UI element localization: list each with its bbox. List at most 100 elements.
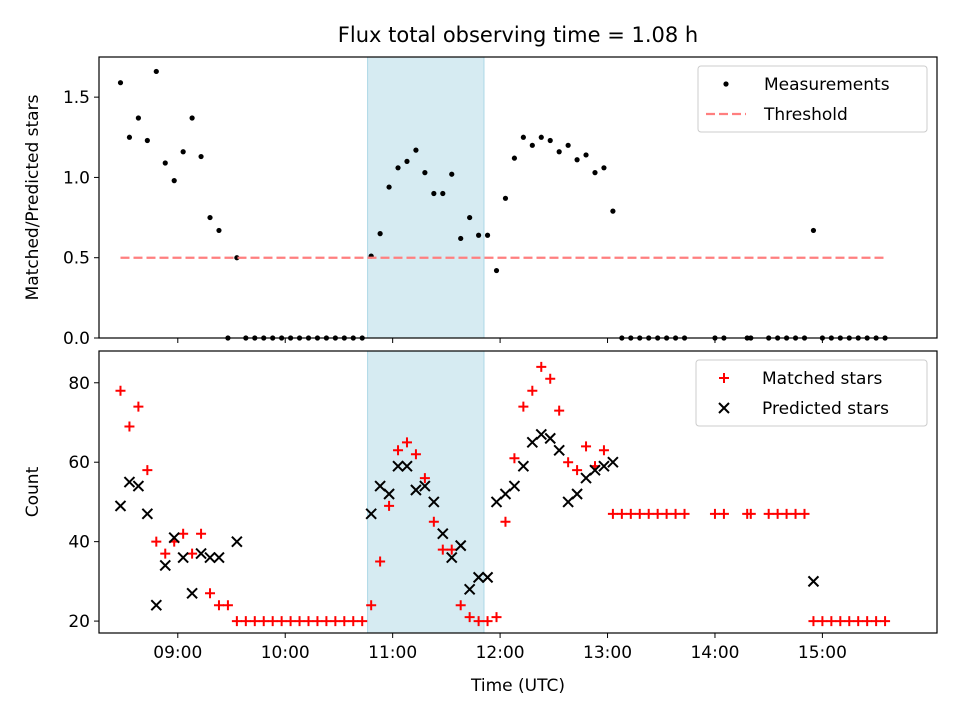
ratio-axes-frame [98, 56, 938, 339]
predicted-star-point [807, 575, 820, 588]
matched-star-point [330, 616, 341, 627]
measurement-point [234, 255, 240, 261]
predicted-star-point [508, 480, 521, 492]
predicted-star-point [589, 464, 601, 476]
predicted-star-point [410, 484, 422, 496]
predicted-star-point [446, 551, 458, 564]
matched-star-point [563, 457, 574, 468]
x-axis-label: Time (UTC) [470, 676, 565, 696]
matched-star-point [679, 508, 690, 519]
measurement-point [216, 227, 222, 234]
matched-star-point [473, 616, 484, 627]
measurement-point [493, 267, 500, 274]
matched-star-point [500, 516, 511, 527]
matched-star-point [545, 373, 556, 384]
predicted-star-point [580, 472, 592, 484]
predicted-star-point [383, 488, 395, 500]
legend-box [697, 65, 928, 133]
measurement-point [153, 68, 159, 75]
predicted-star-point [374, 480, 386, 492]
measurement-point [556, 149, 562, 155]
measurement-point [583, 152, 589, 158]
measurement-point [171, 178, 177, 184]
x-tick-label: 12:00 [476, 643, 525, 663]
predicted-star-point [123, 476, 136, 488]
y-tick-label: 0.5 [63, 249, 90, 269]
predicted-star-point [177, 551, 189, 564]
matched-star-point [790, 508, 801, 519]
legend-entry-label: Threshold [763, 105, 848, 125]
matched-star-point [607, 508, 618, 519]
matched-star-point [536, 361, 547, 372]
measurement-point [207, 214, 213, 221]
matched-star-point [446, 544, 457, 555]
matched-star-point [366, 600, 377, 611]
measurement-point [117, 80, 124, 86]
predicted-star-point [553, 444, 565, 457]
matched-star-point [572, 465, 583, 476]
predicted-star-point [213, 551, 225, 564]
matched-star-point [455, 600, 466, 611]
measurement-point [810, 227, 817, 234]
matched-star-point [428, 516, 439, 527]
count-panel: 20 40 60 80 09:00 10:00 11:00 12:00 13:00 14:00 1… [23, 350, 938, 696]
count-legend: Matched stars Predicted stars [695, 359, 928, 427]
matched-star-point [482, 616, 493, 627]
predicted-star-point [419, 480, 431, 492]
matched-star-point [862, 616, 873, 627]
predicted-star-point [204, 551, 216, 564]
count-y-ticks: 20 40 60 80 [68, 374, 99, 632]
legend-x-marker [718, 402, 730, 414]
predicted-star-point [231, 535, 243, 548]
predicted-star-point [598, 460, 610, 472]
matched-star-point [718, 508, 729, 519]
measurement-point [431, 190, 437, 197]
predicted-star-point [195, 547, 207, 560]
matched-star-point [826, 616, 837, 627]
matched-star-point [303, 616, 314, 627]
matched-star-point [598, 445, 609, 456]
matched-star-point [419, 473, 430, 484]
measurement-point [126, 134, 133, 140]
measurement-point [592, 170, 598, 176]
matched-star-point [348, 616, 359, 627]
observing-window-shade [367, 56, 485, 339]
measurement-point [520, 134, 526, 140]
predicted-star-point [526, 436, 539, 449]
measurement-point [484, 232, 491, 238]
measurement-point [476, 232, 482, 238]
matched-star-point [817, 616, 828, 627]
predicted-star-point [141, 508, 154, 520]
matched-star-point [670, 508, 681, 519]
matched-star-point [799, 508, 810, 519]
predicted-star-point [463, 583, 476, 596]
matched-star-point [258, 616, 269, 627]
predicted-star-point [168, 531, 180, 544]
matched-star-point [276, 616, 287, 627]
ratio-y-axis-label: Matched/Predicted stars [23, 94, 43, 300]
predicted-star-point [535, 428, 547, 441]
predicted-star-point [428, 496, 440, 508]
x-tick-label: 11:00 [368, 643, 417, 663]
matched-star-point [231, 616, 242, 627]
y-tick-label: 80 [68, 374, 90, 394]
matched-star-point [357, 616, 368, 627]
count-y-axis-label: Count [23, 466, 43, 517]
y-tick-label: 0.0 [63, 329, 90, 349]
predicted-star-point [517, 460, 530, 472]
predicted-star-point [607, 456, 619, 468]
legend-box [695, 359, 928, 427]
matched-star-point [616, 508, 627, 519]
matched-star-point [240, 616, 251, 627]
predicted-star-point [454, 539, 467, 552]
measurement-point [467, 214, 473, 221]
measurement-point [189, 115, 195, 121]
measurement-point [144, 137, 150, 144]
matched-star-point [285, 616, 296, 627]
measurement-point [422, 170, 428, 176]
measurement-point [601, 165, 607, 171]
measurement-point [404, 158, 410, 164]
matched-star-point [249, 616, 260, 627]
predicted-star-point [392, 460, 404, 472]
predicted-star-point [481, 571, 494, 584]
